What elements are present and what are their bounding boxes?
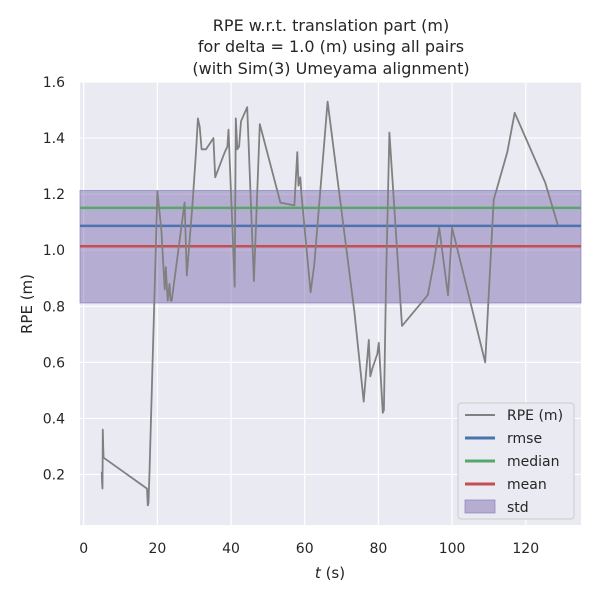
x-axis-label-variable: t [315,564,322,582]
y-tick-label: 1.6 [43,75,65,91]
grid-lines [80,81,581,525]
x-tick-label: 20 [148,541,166,557]
y-tick-label: 0.4 [43,411,65,427]
legend-label-mean: mean [507,477,547,493]
x-tick-label: 100 [439,541,466,557]
y-tick-label: 1.0 [43,243,65,259]
y-tick-label: 1.2 [43,187,65,203]
x-tick-label: 40 [222,541,240,557]
legend: RPE (m) rmse median mean std [457,402,575,520]
y-axis-label: RPE (m) [18,274,36,334]
y-tick-label: 0.8 [43,299,65,315]
y-tick-label: 1.4 [43,131,65,147]
legend-label-rpe: RPE (m) [507,408,563,424]
x-tick-label: 0 [79,541,88,557]
legend-swatch-std [464,499,496,514]
chart-title-line-3: (with Sim(3) Umeyama alignment) [192,59,469,78]
legend-label-rmse: rmse [507,431,542,447]
y-tick-labels: 0.2 0.4 0.6 0.8 1.0 1.2 1.4 1.6 [43,75,65,484]
rpe-series-layer [100,100,559,507]
x-tick-labels: 0 20 40 60 80 100 120 [79,541,539,557]
legend-box [457,402,575,520]
x-tick-label: 120 [512,541,539,557]
y-tick-label: 0.2 [43,468,65,484]
x-tick-label: 80 [369,541,387,557]
legend-label-std: std [507,500,529,516]
x-axis-label-unit: (s) [321,564,345,582]
y-tick-label: 0.6 [43,355,65,371]
legend-label-median: median [507,454,559,470]
chart-title-line-2: for delta = 1.0 (m) using all pairs [198,37,464,56]
x-tick-label: 60 [296,541,314,557]
rpe-line [100,100,559,507]
statistic-lines [80,206,581,248]
x-axis-label: t (s) [315,564,345,582]
chart-title-line-1: RPE w.r.t. translation part (m) [213,16,449,35]
